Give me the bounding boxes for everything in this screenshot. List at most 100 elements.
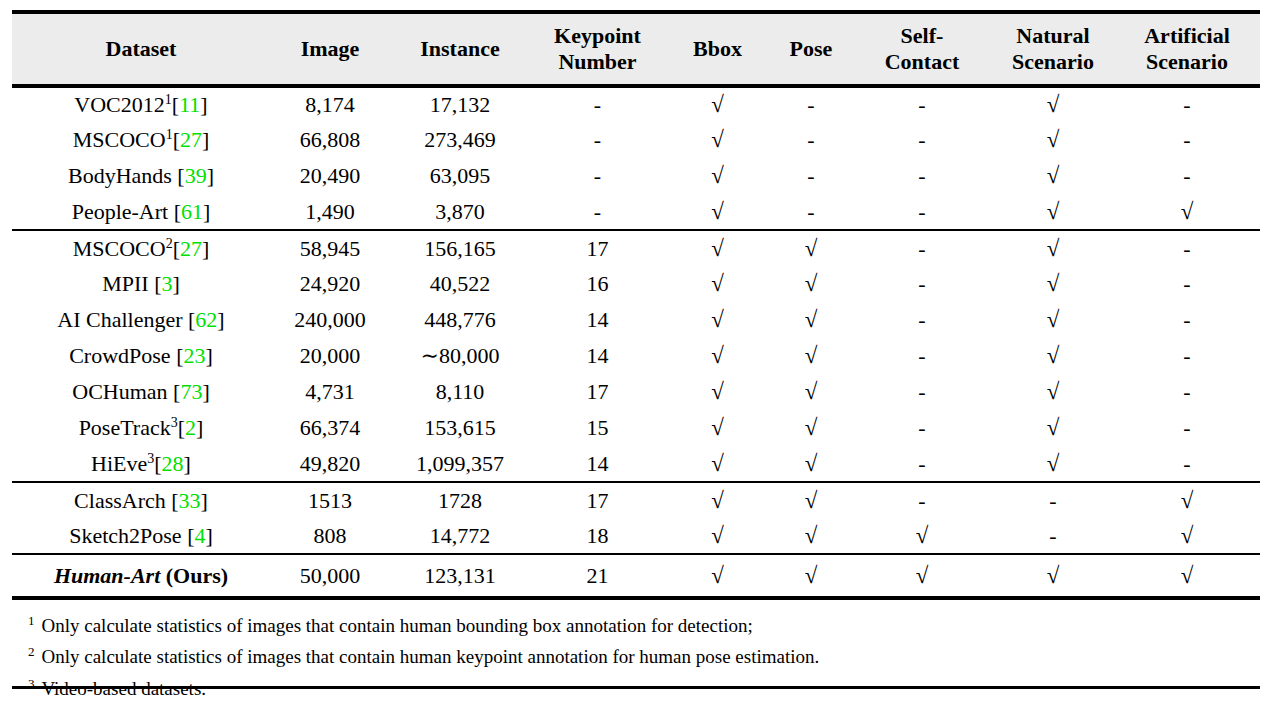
- cell-self_contact: -: [852, 338, 992, 374]
- cell-natural: √: [992, 122, 1114, 158]
- check-icon: √: [711, 163, 724, 188]
- cell-dataset: CrowdPose [23]: [12, 338, 270, 374]
- cell-dataset: VOC20121[11]: [12, 86, 270, 122]
- cell-image: 8,174: [270, 86, 390, 122]
- cell-artificial: -: [1114, 86, 1260, 122]
- footnote-2: 2Only calculate statistics of images tha…: [28, 639, 1260, 670]
- check-icon: √: [805, 415, 818, 440]
- dataset-name: MPII: [102, 271, 154, 296]
- dataset-name: MSCOCO: [73, 127, 166, 152]
- column-header-artificial: ArtificialScenario: [1114, 12, 1260, 86]
- check-icon: √: [1047, 451, 1060, 476]
- citation-number: 39: [185, 163, 207, 188]
- footnotes: 1Only calculate statistics of images tha…: [12, 600, 1260, 686]
- check-icon: √: [1047, 127, 1060, 152]
- check-icon: √: [805, 236, 818, 261]
- check-icon: √: [711, 415, 724, 440]
- paper-table-page: DatasetImageInstanceKeypointNumberBboxPo…: [0, 0, 1272, 689]
- check-icon: √: [1047, 271, 1060, 296]
- cell-artificial: √: [1114, 518, 1260, 554]
- citation-number: 28: [162, 451, 184, 476]
- citation-number: 27: [180, 236, 202, 261]
- cell-pose: √: [770, 446, 852, 482]
- column-header-pose: Pose: [770, 12, 852, 86]
- cell-keypoint: 17: [530, 374, 665, 410]
- ours-dataset-name: Human-Art: [54, 563, 160, 588]
- cell-natural: √: [992, 554, 1114, 598]
- cell-bbox: √: [665, 86, 770, 122]
- cell-pose: √: [770, 482, 852, 518]
- check-icon: √: [805, 379, 818, 404]
- check-icon: √: [711, 563, 724, 588]
- check-icon: √: [711, 271, 724, 296]
- cell-bbox: √: [665, 410, 770, 446]
- dataset-superscript: 1: [165, 92, 172, 107]
- cell-artificial: -: [1114, 338, 1260, 374]
- citation-number: 2: [185, 415, 196, 440]
- cell-self_contact: √: [852, 554, 992, 598]
- dash-mark: -: [918, 343, 925, 368]
- cell-bbox: √: [665, 122, 770, 158]
- cell-pose: √: [770, 302, 852, 338]
- dash-mark: -: [1049, 523, 1056, 548]
- cell-keypoint: 17: [530, 482, 665, 518]
- cell-image: 49,820: [270, 446, 390, 482]
- check-icon: √: [711, 236, 724, 261]
- dash-mark: -: [1183, 127, 1190, 152]
- table-row: MSCOCO1[27]66,808273,469-√--√-: [12, 122, 1260, 158]
- cell-bbox: √: [665, 482, 770, 518]
- dash-mark: -: [1183, 163, 1190, 188]
- cell-image: 1513: [270, 482, 390, 518]
- cell-instance: 123,131: [390, 554, 530, 598]
- cell-artificial: -: [1114, 122, 1260, 158]
- table-row: BodyHands [39]20,49063,095-√--√-: [12, 158, 1260, 194]
- cell-artificial: -: [1114, 230, 1260, 266]
- cell-dataset: BodyHands [39]: [12, 158, 270, 194]
- cell-bbox: √: [665, 338, 770, 374]
- cell-bbox: √: [665, 158, 770, 194]
- check-icon: √: [1181, 488, 1194, 513]
- cell-keypoint: 18: [530, 518, 665, 554]
- cell-keypoint: 21: [530, 554, 665, 598]
- dataset-name: HiEve: [91, 451, 147, 476]
- cell-artificial: √: [1114, 554, 1260, 598]
- header-row: DatasetImageInstanceKeypointNumberBboxPo…: [12, 12, 1260, 86]
- check-icon: √: [711, 199, 724, 224]
- dataset-name: Sketch2Pose: [69, 523, 187, 548]
- table-row: VOC20121[11]8,17417,132-√--√-: [12, 86, 1260, 122]
- cell-image: 66,808: [270, 122, 390, 158]
- dataset-name: VOC2012: [74, 92, 164, 117]
- check-icon: √: [1047, 163, 1060, 188]
- cell-instance: 8,110: [390, 374, 530, 410]
- cell-dataset: AI Challenger [62]: [12, 302, 270, 338]
- cell-artificial: -: [1114, 158, 1260, 194]
- cell-natural: -: [992, 518, 1114, 554]
- table-row: MPII [3]24,92040,52216√√-√-: [12, 266, 1260, 302]
- cell-dataset: PoseTrack3[2]: [12, 410, 270, 446]
- cell-instance: 153,615: [390, 410, 530, 446]
- check-icon: √: [711, 307, 724, 332]
- cell-natural: √: [992, 266, 1114, 302]
- table-header: DatasetImageInstanceKeypointNumberBboxPo…: [12, 12, 1260, 86]
- cell-bbox: √: [665, 194, 770, 230]
- dash-mark: -: [1183, 451, 1190, 476]
- cell-self_contact: √: [852, 518, 992, 554]
- cell-artificial: -: [1114, 302, 1260, 338]
- cell-bbox: √: [665, 302, 770, 338]
- cell-self_contact: -: [852, 158, 992, 194]
- cell-bbox: √: [665, 374, 770, 410]
- check-icon: √: [711, 379, 724, 404]
- table-row-ours: Human-Art (Ours)50,000123,13121√√√√√: [12, 554, 1260, 598]
- column-header-natural: NaturalScenario: [992, 12, 1114, 86]
- dash-mark: -: [918, 236, 925, 261]
- cell-image: 240,000: [270, 302, 390, 338]
- check-icon: √: [1047, 92, 1060, 117]
- cell-pose: √: [770, 230, 852, 266]
- cell-instance: 1728: [390, 482, 530, 518]
- check-icon: √: [711, 127, 724, 152]
- cell-instance: 40,522: [390, 266, 530, 302]
- cell-instance: 1,099,357: [390, 446, 530, 482]
- ours-label: (Ours): [160, 563, 228, 588]
- dataset-name: People-Art: [72, 199, 174, 224]
- dash-mark: -: [1183, 379, 1190, 404]
